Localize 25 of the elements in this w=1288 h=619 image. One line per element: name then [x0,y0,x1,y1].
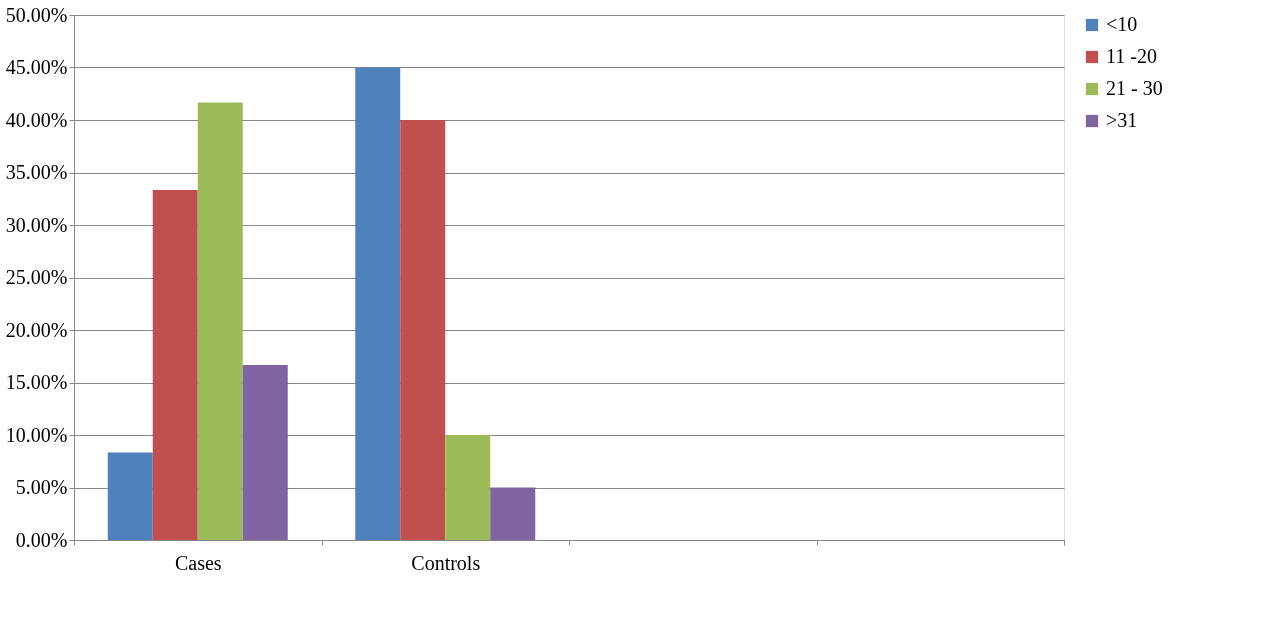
y-tick-label: 45.00% [5,56,68,78]
y-tick-label: 30.00% [5,213,68,236]
legend-label: 11 -20 [1106,45,1157,67]
bar [445,435,491,540]
y-tick-label: 35.00% [5,161,68,183]
bar [490,487,536,540]
y-tick-label: 40.00% [5,108,68,131]
legend-label: >31 [1106,109,1138,131]
bar [400,120,446,540]
bar [242,364,288,540]
x-tick-label: Controls [411,551,481,574]
bar [107,452,153,540]
legend-label: <10 [1106,13,1138,35]
y-tick-label: 15.00% [5,371,68,393]
y-tick-label: 25.00% [5,266,68,288]
bar [197,102,243,540]
x-tick-label: Cases [174,551,222,574]
bar [152,190,198,540]
y-tick-label: 20.00% [5,318,68,341]
bar [355,67,401,540]
y-tick-label: 0.00% [15,528,68,551]
y-tick-label: 50.00% [5,3,68,26]
y-tick-label: 5.00% [15,476,68,498]
legend-label: 21 - 30 [1106,77,1163,99]
y-tick-label: 10.00% [5,423,68,446]
